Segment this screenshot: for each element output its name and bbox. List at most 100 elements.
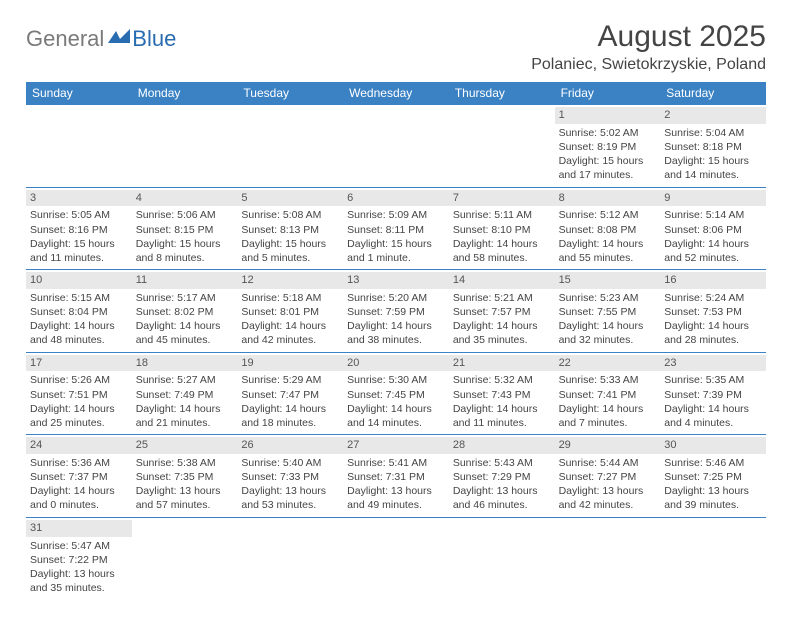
weekday-header: Sunday xyxy=(26,82,132,105)
day-info-line: Sunrise: 5:11 AM xyxy=(453,208,551,222)
day-info-line: Sunset: 7:29 PM xyxy=(453,470,551,484)
empty-day-cell xyxy=(132,105,238,187)
day-info-line: Daylight: 13 hours xyxy=(559,484,657,498)
weekday-header: Saturday xyxy=(660,82,766,105)
empty-day-cell xyxy=(132,518,238,600)
day-number: 28 xyxy=(449,437,555,454)
day-info-line: Daylight: 15 hours xyxy=(241,237,339,251)
day-info-line: Sunrise: 5:32 AM xyxy=(453,373,551,387)
day-info-line: Daylight: 14 hours xyxy=(30,402,128,416)
day-cell: 22Sunrise: 5:33 AMSunset: 7:41 PMDayligh… xyxy=(555,353,661,435)
day-info-line: Sunrise: 5:46 AM xyxy=(664,456,762,470)
day-info-line: Sunrise: 5:09 AM xyxy=(347,208,445,222)
day-info-line: Daylight: 14 hours xyxy=(559,402,657,416)
day-info-line: Sunrise: 5:41 AM xyxy=(347,456,445,470)
day-info-line: Sunset: 7:31 PM xyxy=(347,470,445,484)
day-info-line: Daylight: 15 hours xyxy=(30,237,128,251)
day-info-line: Sunrise: 5:08 AM xyxy=(241,208,339,222)
day-cell: 11Sunrise: 5:17 AMSunset: 8:02 PMDayligh… xyxy=(132,270,238,352)
day-info-line: Daylight: 14 hours xyxy=(453,402,551,416)
day-info-line: Sunrise: 5:38 AM xyxy=(136,456,234,470)
empty-day-cell xyxy=(449,518,555,600)
empty-day-cell xyxy=(660,518,766,600)
day-info-line: and 32 minutes. xyxy=(559,333,657,347)
day-info-line: Sunset: 8:15 PM xyxy=(136,223,234,237)
day-info-line: Sunrise: 5:15 AM xyxy=(30,291,128,305)
empty-day-cell xyxy=(449,105,555,187)
day-cell: 23Sunrise: 5:35 AMSunset: 7:39 PMDayligh… xyxy=(660,353,766,435)
day-number: 1 xyxy=(555,107,661,124)
day-info-line: and 42 minutes. xyxy=(241,333,339,347)
day-info-line: Sunset: 7:27 PM xyxy=(559,470,657,484)
logo-text-gray: General xyxy=(26,26,104,52)
week-row: 10Sunrise: 5:15 AMSunset: 8:04 PMDayligh… xyxy=(26,270,766,353)
day-info-line: Daylight: 14 hours xyxy=(453,319,551,333)
day-info-line: Daylight: 14 hours xyxy=(664,319,762,333)
day-info-line: Daylight: 14 hours xyxy=(30,484,128,498)
day-number: 3 xyxy=(26,190,132,207)
day-cell: 25Sunrise: 5:38 AMSunset: 7:35 PMDayligh… xyxy=(132,435,238,517)
day-info-line: and 21 minutes. xyxy=(136,416,234,430)
day-number: 9 xyxy=(660,190,766,207)
day-info-line: Sunset: 7:47 PM xyxy=(241,388,339,402)
day-cell: 8Sunrise: 5:12 AMSunset: 8:08 PMDaylight… xyxy=(555,188,661,270)
day-cell: 17Sunrise: 5:26 AMSunset: 7:51 PMDayligh… xyxy=(26,353,132,435)
day-cell: 2Sunrise: 5:04 AMSunset: 8:18 PMDaylight… xyxy=(660,105,766,187)
day-cell: 16Sunrise: 5:24 AMSunset: 7:53 PMDayligh… xyxy=(660,270,766,352)
day-info-line: Sunrise: 5:40 AM xyxy=(241,456,339,470)
day-info-line: Sunrise: 5:04 AM xyxy=(664,126,762,140)
day-number: 24 xyxy=(26,437,132,454)
day-info-line: and 0 minutes. xyxy=(30,498,128,512)
day-info-line: Daylight: 15 hours xyxy=(347,237,445,251)
weekday-header: Thursday xyxy=(449,82,555,105)
day-cell: 27Sunrise: 5:41 AMSunset: 7:31 PMDayligh… xyxy=(343,435,449,517)
day-number: 18 xyxy=(132,355,238,372)
day-cell: 12Sunrise: 5:18 AMSunset: 8:01 PMDayligh… xyxy=(237,270,343,352)
day-info-line: Sunset: 8:02 PM xyxy=(136,305,234,319)
logo: General Blue xyxy=(26,26,176,52)
day-info-line: Sunset: 8:13 PM xyxy=(241,223,339,237)
day-number: 26 xyxy=(237,437,343,454)
day-cell: 4Sunrise: 5:06 AMSunset: 8:15 PMDaylight… xyxy=(132,188,238,270)
day-info-line: and 52 minutes. xyxy=(664,251,762,265)
day-cell: 5Sunrise: 5:08 AMSunset: 8:13 PMDaylight… xyxy=(237,188,343,270)
day-info-line: Sunrise: 5:26 AM xyxy=(30,373,128,387)
month-title: August 2025 xyxy=(531,20,766,54)
day-cell: 10Sunrise: 5:15 AMSunset: 8:04 PMDayligh… xyxy=(26,270,132,352)
day-info-line: Daylight: 14 hours xyxy=(136,319,234,333)
day-info-line: and 18 minutes. xyxy=(241,416,339,430)
day-info-line: Sunrise: 5:02 AM xyxy=(559,126,657,140)
day-info-line: and 11 minutes. xyxy=(453,416,551,430)
day-info-line: Daylight: 13 hours xyxy=(453,484,551,498)
day-info-line: Sunrise: 5:27 AM xyxy=(136,373,234,387)
day-number: 6 xyxy=(343,190,449,207)
day-info-line: Sunrise: 5:29 AM xyxy=(241,373,339,387)
day-number: 13 xyxy=(343,272,449,289)
day-info-line: Sunrise: 5:43 AM xyxy=(453,456,551,470)
day-info-line: and 14 minutes. xyxy=(347,416,445,430)
day-number: 7 xyxy=(449,190,555,207)
day-cell: 15Sunrise: 5:23 AMSunset: 7:55 PMDayligh… xyxy=(555,270,661,352)
day-info-line: Sunset: 8:11 PM xyxy=(347,223,445,237)
day-info-line: Sunset: 7:33 PM xyxy=(241,470,339,484)
day-info-line: and 7 minutes. xyxy=(559,416,657,430)
day-info-line: Sunset: 8:06 PM xyxy=(664,223,762,237)
day-info-line: Sunset: 7:57 PM xyxy=(453,305,551,319)
day-number: 22 xyxy=(555,355,661,372)
title-block: August 2025 Polaniec, Swietokrzyskie, Po… xyxy=(531,20,766,74)
week-row: 17Sunrise: 5:26 AMSunset: 7:51 PMDayligh… xyxy=(26,353,766,436)
day-info-line: Daylight: 14 hours xyxy=(664,402,762,416)
day-info-line: Sunset: 8:08 PM xyxy=(559,223,657,237)
day-info-line: Daylight: 15 hours xyxy=(559,154,657,168)
day-info-line: Sunrise: 5:47 AM xyxy=(30,539,128,553)
weekday-header: Tuesday xyxy=(237,82,343,105)
day-info-line: Sunset: 7:25 PM xyxy=(664,470,762,484)
day-number: 8 xyxy=(555,190,661,207)
day-info-line: Daylight: 14 hours xyxy=(453,237,551,251)
day-info-line: Sunset: 8:16 PM xyxy=(30,223,128,237)
day-info-line: Sunset: 7:49 PM xyxy=(136,388,234,402)
day-number: 19 xyxy=(237,355,343,372)
day-info-line: Daylight: 13 hours xyxy=(347,484,445,498)
week-row: 3Sunrise: 5:05 AMSunset: 8:16 PMDaylight… xyxy=(26,188,766,271)
day-info-line: and 28 minutes. xyxy=(664,333,762,347)
